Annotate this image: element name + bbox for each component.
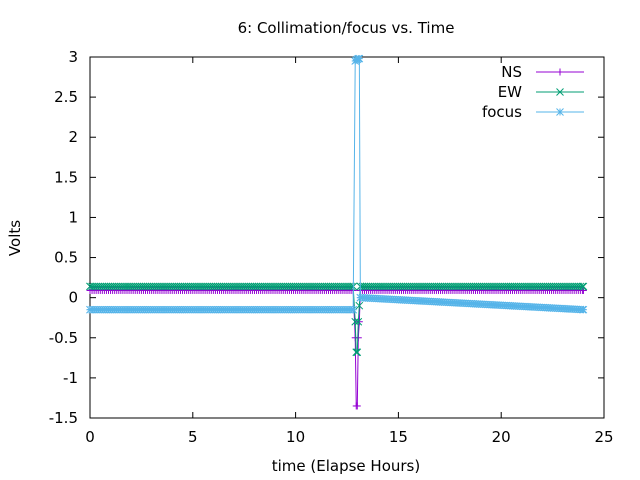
- data-point: [578, 282, 587, 291]
- data-point: [353, 402, 361, 410]
- y-tick-label: 3: [68, 48, 78, 66]
- y-tick-label: 2.5: [54, 88, 78, 106]
- x-axis-label: time (Elapse Hours): [272, 457, 420, 475]
- data-point: [576, 282, 585, 291]
- data-point: [349, 305, 358, 314]
- legend-marker-focus: [556, 108, 564, 116]
- y-tick-label: 2: [68, 128, 78, 146]
- legend-marker-ns: [556, 68, 564, 76]
- y-tick-label: -1: [63, 369, 78, 387]
- data-point: [86, 282, 94, 291]
- legend-label-ns: NS: [501, 63, 522, 81]
- x-tick-label: 0: [85, 428, 95, 446]
- x-tick-label: 5: [188, 428, 198, 446]
- plot-frame: [89, 56, 605, 419]
- x-tick-label: 15: [389, 428, 408, 446]
- legend-marker-ew: [556, 88, 564, 96]
- series-markers-focus: [86, 54, 588, 314]
- y-tick-label: 1: [68, 208, 78, 226]
- legend-label-focus: focus: [482, 103, 522, 121]
- y-tick-label: 0: [68, 289, 78, 307]
- x-tick-label: 20: [492, 428, 511, 446]
- x-tick-label: 10: [286, 428, 305, 446]
- data-point: [351, 317, 360, 326]
- series-markers-ns: [86, 286, 587, 410]
- data-point: [86, 305, 94, 314]
- series-line-ew: [90, 285, 584, 353]
- data-point: [352, 348, 361, 357]
- y-tick-label: -0.5: [49, 329, 78, 347]
- data-point: [355, 318, 363, 326]
- data-point: [579, 305, 588, 314]
- y-axis-label: Volts: [6, 220, 24, 256]
- y-tick-label: 1.5: [54, 168, 78, 186]
- chart-title: 6: Collimation/focus vs. Time: [238, 19, 455, 37]
- plot-area: 0 5 10 15 20 25 -1.5 -1 -0.5 0 0.5 1 1.5 2 2.5 3 NS EW foc…: [49, 48, 614, 446]
- data-point: [353, 348, 362, 357]
- data-point: [355, 54, 364, 63]
- x-tick-label: 25: [594, 428, 613, 446]
- data-point: [354, 317, 363, 326]
- data-point: [356, 293, 365, 302]
- legend-label-ew: EW: [498, 83, 522, 101]
- data-point: [579, 282, 588, 291]
- y-tick-label: -1.5: [49, 409, 78, 427]
- series-markers-ew: [86, 282, 588, 357]
- data-point: [355, 301, 364, 310]
- y-tick-label: 0.5: [54, 249, 78, 267]
